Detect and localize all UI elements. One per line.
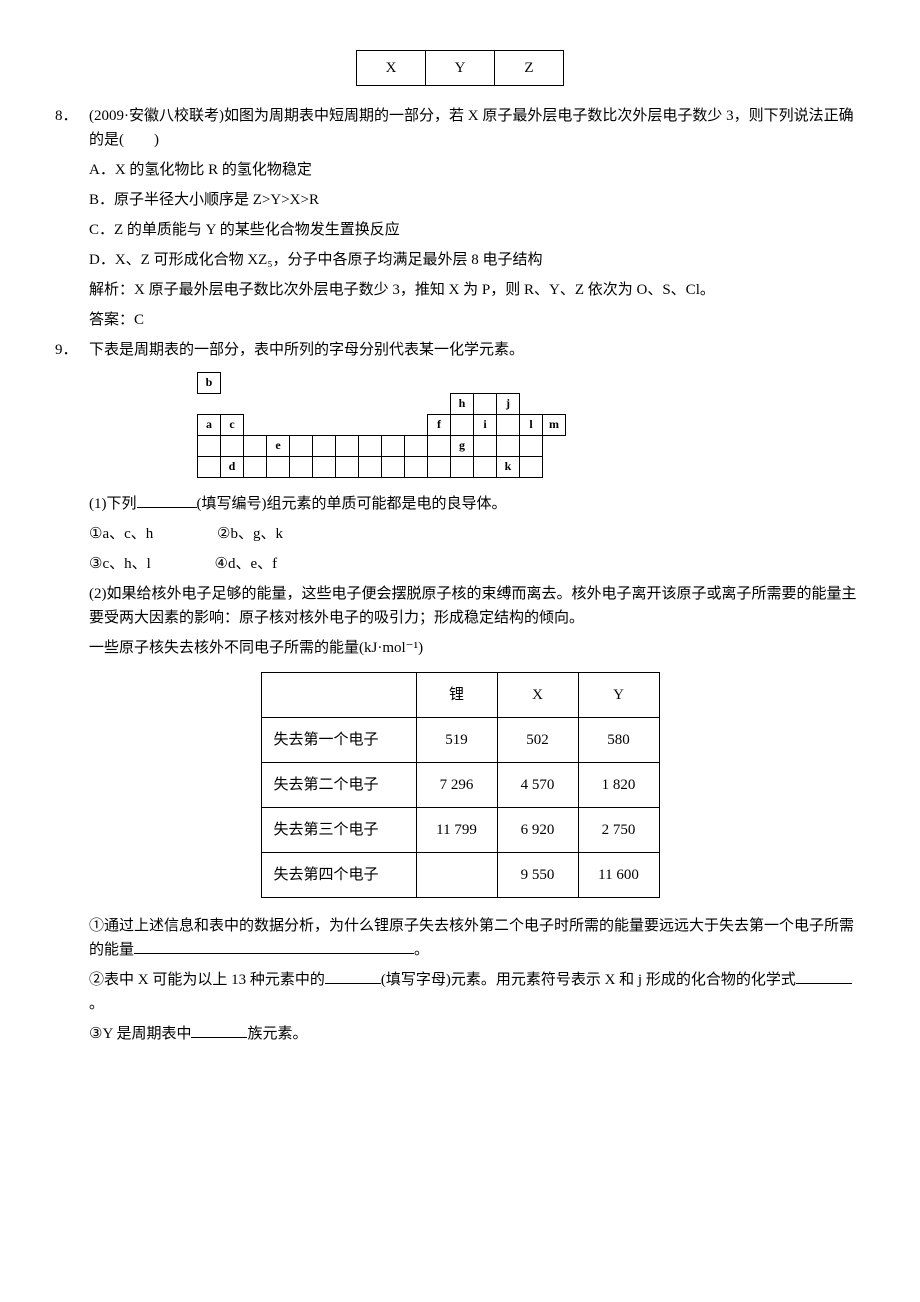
q9-stem: 下表是周期表的一部分，表中所列的字母分别代表某一化学元素。 (89, 338, 865, 362)
pt-cell-g: g (451, 436, 474, 457)
xyz-cell-x: X (357, 51, 426, 86)
er2c0: 失去第三个电子 (261, 808, 416, 853)
periodic-table-fragment: b h j a c f i l m e (175, 372, 865, 478)
q9-opts-row2: ③c、h、l ④d、e、f (89, 552, 865, 576)
pt-cell-m: m (543, 415, 566, 436)
q9-s21b: 。 (414, 942, 429, 958)
er1c3: 1 820 (578, 763, 659, 808)
pt-cell-a: a (198, 415, 221, 436)
blank-4 (796, 968, 852, 984)
q9-opts-row1: ①a、c、h ②b、g、k (89, 522, 865, 546)
er1c1: 7 296 (416, 763, 497, 808)
q8-option-c: C．Z 的单质能与 Y 的某些化合物发生置换反应 (89, 218, 865, 242)
pt-cell-k: k (497, 457, 520, 478)
er0c3: 580 (578, 718, 659, 763)
q9-sub2-1: ①通过上述信息和表中的数据分析，为什么锂原子失去核外第二个电子时所需的能量要远远… (89, 914, 865, 962)
er3c2: 9 550 (497, 853, 578, 898)
q9-opt2: ②b、g、k (217, 522, 283, 546)
xyz-cell-y: Y (426, 51, 495, 86)
eh-3: Y (578, 673, 659, 718)
q8-option-d: D．X、Z 可形成化合物 XZ₅，分子中各原子均满足最外层 8 电子结构 (89, 248, 865, 272)
pt-cell-h: h (451, 394, 474, 415)
blank-1 (137, 492, 197, 508)
pt-cell-j: j (497, 394, 520, 415)
pt-cell-b: b (198, 373, 221, 394)
pt-cell-i: i (474, 415, 497, 436)
q9-s22a: ②表中 X 可能为以上 13 种元素中的 (89, 972, 325, 988)
er0c1: 519 (416, 718, 497, 763)
q9-sub1-a: (1)下列 (89, 496, 137, 512)
q9-sub2: (2)如果给核外电子足够的能量，这些电子便会摆脱原子核的束缚而离去。核外电子离开… (89, 582, 865, 630)
er3c3: 11 600 (578, 853, 659, 898)
q9-sub2-2: ②表中 X 可能为以上 13 种元素中的 (填写字母)元素。用元素符号表示 X 和… (89, 968, 865, 1016)
q9-energy-caption: 一些原子核失去核外不同电子所需的能量(kJ·mol⁻¹) (89, 636, 865, 660)
q9-s23b: 族元素。 (247, 1026, 307, 1042)
eh-1: 锂 (416, 673, 497, 718)
xyz-cell-z: Z (495, 51, 564, 86)
er2c2: 6 920 (497, 808, 578, 853)
question-8: 8． (2009·安徽八校联考)如图为周期表中短周期的一部分，若 X 原子最外层… (55, 104, 865, 152)
blank-2 (134, 938, 414, 954)
er0c2: 502 (497, 718, 578, 763)
blank-3 (325, 968, 381, 984)
pt-cell-d: d (221, 457, 244, 478)
q9-s22b: (填写字母)元素。用元素符号表示 X 和 j 形成的化合物的化学式 (381, 972, 796, 988)
q9-s22c: 。 (89, 996, 104, 1012)
q8-option-a: A．X 的氢化物比 R 的氢化物稳定 (89, 158, 865, 182)
question-9: 9． 下表是周期表的一部分，表中所列的字母分别代表某一化学元素。 (55, 338, 865, 362)
er3c1 (416, 853, 497, 898)
pt-cell-c: c (221, 415, 244, 436)
energy-table: 锂 X Y 失去第一个电子 519 502 580 失去第二个电子 7 296 … (261, 672, 660, 898)
q9-opt1: ①a、c、h (89, 522, 153, 546)
blank-5 (191, 1022, 247, 1038)
pt-cell-f: f (428, 415, 451, 436)
q8-analysis: 解析：X 原子最外层电子数比次外层电子数少 3，推知 X 为 P，则 R、Y、Z… (89, 278, 865, 302)
er1c0: 失去第二个电子 (261, 763, 416, 808)
q9-opt4: ④d、e、f (215, 552, 278, 576)
eh-0 (261, 673, 416, 718)
er2c1: 11 799 (416, 808, 497, 853)
q8-number: 8． (55, 104, 89, 152)
q9-s23a: ③Y 是周期表中 (89, 1026, 191, 1042)
er0c0: 失去第一个电子 (261, 718, 416, 763)
pt-cell-e: e (267, 436, 290, 457)
eh-2: X (497, 673, 578, 718)
xyz-table: X Y Z (356, 50, 564, 86)
q9-sub1: (1)下列 (填写编号)组元素的单质可能都是电的良导体。 (89, 492, 865, 516)
er3c0: 失去第四个电子 (261, 853, 416, 898)
q9-number: 9． (55, 338, 89, 362)
q9-opt3: ③c、h、l (89, 552, 151, 576)
er1c2: 4 570 (497, 763, 578, 808)
q9-sub1-b: (填写编号)组元素的单质可能都是电的良导体。 (197, 496, 507, 512)
q8-stem: (2009·安徽八校联考)如图为周期表中短周期的一部分，若 X 原子最外层电子数… (89, 104, 865, 152)
pt-cell-l: l (520, 415, 543, 436)
q8-option-b: B．原子半径大小顺序是 Z>Y>X>R (89, 188, 865, 212)
q9-sub2-3: ③Y 是周期表中 族元素。 (89, 1022, 865, 1046)
q8-answer: 答案：C (89, 308, 865, 332)
er2c3: 2 750 (578, 808, 659, 853)
